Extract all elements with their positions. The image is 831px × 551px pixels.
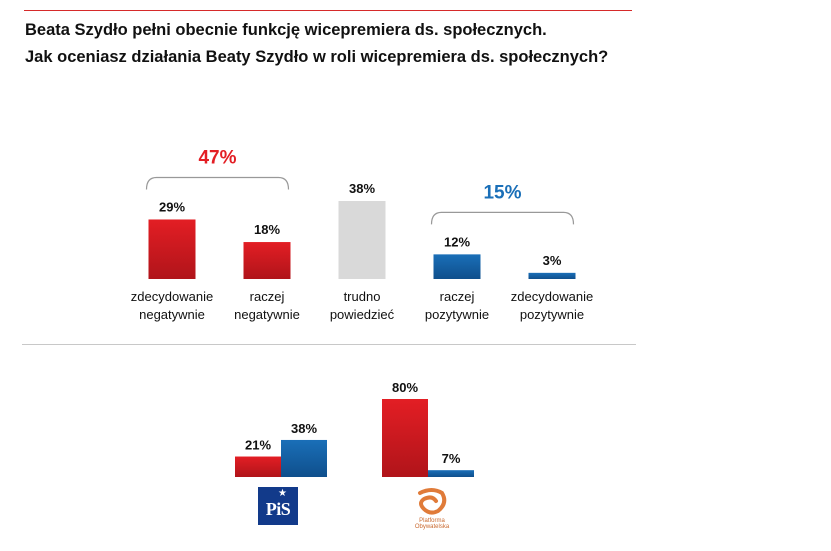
category-label-3-1: pozytywnie — [425, 307, 489, 322]
category-label-0-1: negatywnie — [139, 307, 205, 322]
party-bar-0-1 — [281, 439, 327, 477]
category-label-4-1: pozytywnie — [520, 307, 584, 322]
value-label-4: 3% — [543, 253, 562, 268]
pis-logo: ★ PiS — [258, 487, 298, 525]
bar-4 — [528, 272, 576, 279]
group-total-label-1: 15% — [483, 182, 521, 203]
pis-logo-text: PiS — [265, 499, 291, 519]
category-label-3-0: raczej — [440, 289, 475, 304]
po-mark-icon — [418, 488, 447, 515]
platforma-obywatelska-logo: Platforma Obywatelska — [402, 487, 462, 531]
chart-title-line-2: Jak oceniasz działania Beaty Szydło w ro… — [25, 48, 609, 66]
bar-3 — [433, 254, 481, 279]
value-label-3: 12% — [444, 234, 470, 249]
party-value-label-1-1: 7% — [442, 451, 461, 466]
category-label-1-1: negatywnie — [234, 307, 300, 322]
category-label-1-0: raczej — [250, 289, 285, 304]
bar-0 — [148, 219, 196, 279]
party-bar-1-0 — [382, 399, 428, 477]
group-bracket-1 — [430, 211, 575, 225]
po-logo-line-1: Platforma — [419, 518, 445, 524]
value-label-2: 38% — [349, 181, 375, 196]
party-value-label-0-1: 38% — [291, 421, 317, 436]
party-value-label-0-0: 21% — [245, 438, 271, 453]
value-label-0: 29% — [159, 199, 185, 214]
chart-title-line-1: Beata Szydło pełni obecnie funkcję wicep… — [25, 21, 547, 39]
section-divider — [22, 344, 636, 345]
category-label-2-0: trudno — [344, 289, 381, 304]
top-divider — [24, 10, 632, 11]
star-icon: ★ — [278, 488, 287, 499]
value-label-1: 18% — [254, 222, 280, 237]
bar-2 — [338, 201, 386, 279]
group-total-label-0: 47% — [198, 147, 236, 168]
party-bar-0-0 — [235, 456, 281, 477]
party-bar-1-1 — [428, 470, 474, 477]
party-value-label-1-0: 80% — [392, 380, 418, 395]
category-label-2-1: powiedzieć — [330, 307, 395, 322]
bar-1 — [243, 242, 291, 279]
category-label-4-0: zdecydowanie — [511, 289, 593, 304]
category-label-0-0: zdecydowanie — [131, 289, 213, 304]
group-bracket-0 — [145, 176, 290, 190]
po-logo-line-2: Obywatelska — [414, 524, 450, 530]
